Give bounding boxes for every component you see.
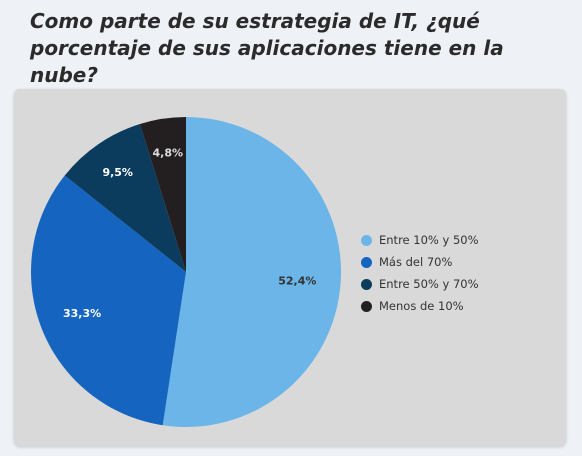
legend-label-4: Menos de 10%: [379, 299, 464, 313]
slice-label-2: 33,3%: [63, 307, 101, 320]
pie-slice-2: [31, 175, 186, 426]
chart-legend: Entre 10% y 50% Más del 70% Entre 50% y 70…: [361, 229, 479, 317]
pie-slice-3: [64, 124, 186, 272]
legend-item-3: Entre 50% y 70%: [361, 273, 479, 295]
chart-title: Como parte de su estrategia de IT, ¿qué …: [30, 9, 504, 87]
legend-label-1: Entre 10% y 50%: [379, 233, 479, 247]
legend-swatch-1: [361, 234, 372, 246]
slice-label-3: 9,5%: [102, 166, 133, 179]
slice-label-4: 4,8%: [153, 147, 184, 160]
slice-label-1: 52,4%: [278, 274, 316, 287]
legend-item-2: Más del 70%: [361, 251, 479, 273]
legend-swatch-2: [361, 256, 372, 268]
chart-card: 52,4% 33,3% 9,5% 4,8% Entre 10% y 50% Más de…: [14, 89, 566, 446]
legend-swatch-3: [361, 278, 372, 290]
legend-label-3: Entre 50% y 70%: [379, 277, 479, 291]
pie-chart: 52,4% 33,3% 9,5% 4,8%: [31, 117, 342, 427]
pie-slice-1: [162, 117, 342, 427]
legend-item-4: Menos de 10%: [361, 295, 479, 317]
legend-item-1: Entre 10% y 50%: [361, 229, 479, 251]
legend-label-2: Más del 70%: [379, 255, 453, 269]
legend-swatch-4: [361, 300, 372, 312]
pie-slice-4: [139, 117, 186, 272]
